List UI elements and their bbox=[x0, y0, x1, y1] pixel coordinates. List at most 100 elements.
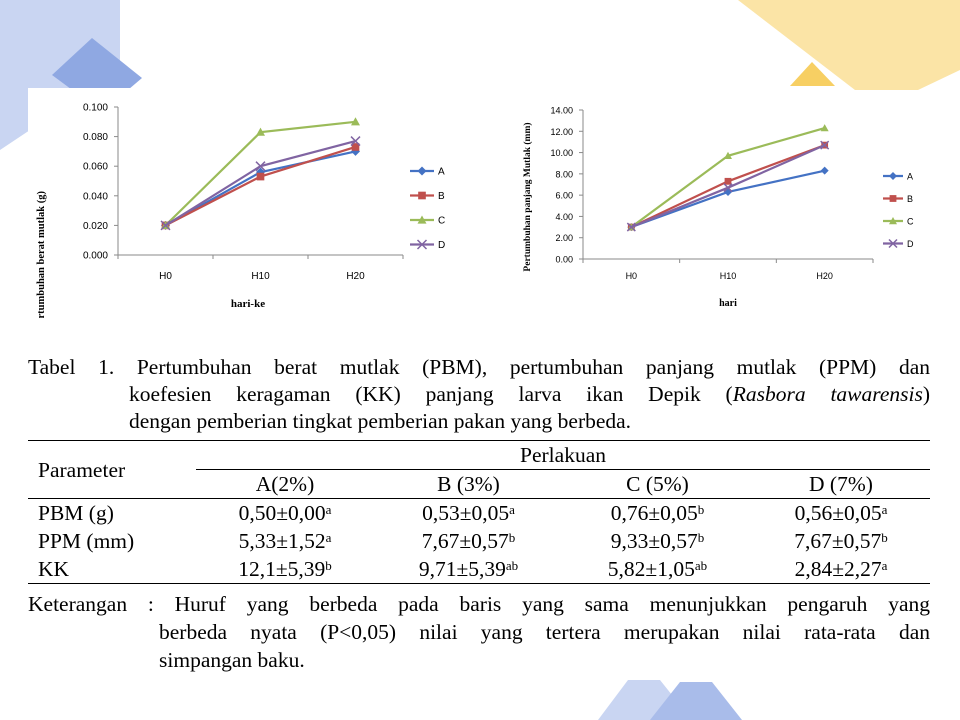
data-point bbox=[160, 220, 171, 231]
x-axis-label: hari-ke bbox=[231, 298, 265, 310]
data-point bbox=[417, 215, 427, 224]
series-line-d bbox=[164, 139, 356, 227]
results-table: Parameter Perlakuan A(2%) B (3%) C (5%) … bbox=[28, 440, 930, 584]
legend-label: C bbox=[907, 217, 914, 227]
chart-ppm: 0.00 2.00 4.00 6.00 8.00 10.00 12.00 14.00 H0 H1… bbox=[518, 92, 938, 314]
data-point bbox=[820, 140, 830, 150]
cell-value: 2,84±2,27 bbox=[794, 557, 882, 581]
legend-label: B bbox=[907, 194, 913, 204]
data-point bbox=[350, 136, 361, 147]
y-tick-label: 2.00 bbox=[555, 233, 573, 243]
data-point bbox=[889, 195, 897, 202]
data-point bbox=[889, 217, 897, 225]
table-cell: 0,56±0,05a bbox=[752, 499, 930, 528]
row-param: PBM (g) bbox=[38, 501, 114, 525]
y-tick-label: 0.020 bbox=[83, 221, 108, 232]
y-tick-label: 8.00 bbox=[555, 169, 573, 179]
y-tick-label: 0.060 bbox=[83, 162, 108, 173]
cell-value: 12,1±5,39 bbox=[238, 557, 326, 581]
cell-superscript: b bbox=[508, 530, 516, 545]
y-tick-label: 4.00 bbox=[555, 212, 573, 222]
table-cell: 2,84±2,27a bbox=[752, 555, 930, 584]
col-header-d: D (7%) bbox=[809, 472, 873, 496]
row-param: PPM (mm) bbox=[38, 529, 135, 553]
table-cell: 9,71±5,39ab bbox=[374, 555, 563, 584]
data-point bbox=[889, 172, 897, 180]
cell-value: 5,82±1,05 bbox=[607, 557, 695, 581]
y-tick-label: 14.00 bbox=[550, 106, 573, 116]
legend-label: D bbox=[438, 240, 445, 251]
x-tick-label: H0 bbox=[159, 271, 172, 282]
y-ticks: 0.000 0.020 0.040 0.060 0.080 0.100 bbox=[83, 103, 119, 262]
data-point bbox=[255, 161, 266, 172]
y-axis-label: pertumbuhan berat mutlak (g) bbox=[36, 191, 47, 318]
data-point bbox=[417, 166, 427, 176]
group-header: Perlakuan bbox=[196, 440, 930, 470]
cell-superscript: a bbox=[325, 502, 332, 517]
data-point bbox=[351, 143, 360, 151]
table-cell: 7,67±0,57b bbox=[752, 527, 930, 555]
species-name: Rasbora tawarensis bbox=[732, 382, 923, 406]
deco-shape-topright-yellow-dark bbox=[790, 62, 835, 86]
cell-value: 9,71±5,39 bbox=[418, 557, 506, 581]
data-point bbox=[256, 127, 265, 136]
table-cell: 0,53±0,05a bbox=[374, 499, 563, 528]
caption-line-3: dengan pemberian tingkat pemberian pakan… bbox=[129, 409, 632, 433]
data-point bbox=[820, 124, 829, 132]
table-row: PBM (g) 0,50±0,00a 0,53±0,05a 0,76±0,05b 0,5… bbox=[28, 499, 930, 528]
table-cell: 0,76±0,05b bbox=[563, 499, 752, 528]
cell-superscript: b bbox=[697, 502, 705, 517]
caption-line-1: Tabel 1. Pertumbuhan berat mutlak (PBM),… bbox=[28, 355, 930, 379]
y-tick-label: 0.040 bbox=[83, 191, 108, 202]
cell-value: 0,76±0,05 bbox=[610, 501, 698, 525]
table-note: Keterangan : Huruf yang berbeda pada bar… bbox=[28, 590, 930, 674]
cell-superscript: b bbox=[325, 558, 332, 573]
cell-superscript: a bbox=[881, 558, 888, 573]
legend: A B C D bbox=[883, 172, 914, 249]
cell-superscript: b bbox=[697, 530, 705, 545]
series-lines bbox=[626, 124, 830, 232]
cell-value: 7,67±0,57 bbox=[794, 529, 882, 553]
y-tick-label: 12.00 bbox=[550, 127, 573, 137]
y-tick-label: 0.100 bbox=[83, 103, 108, 114]
legend-label: D bbox=[907, 239, 914, 249]
cell-superscript: a bbox=[325, 530, 332, 545]
y-tick-label: 0.000 bbox=[83, 251, 108, 262]
x-ticks: H0 H10 H20 bbox=[582, 258, 874, 281]
table-cell: 5,33±1,52a bbox=[196, 527, 374, 555]
cell-value: 9,33±0,57 bbox=[610, 529, 698, 553]
data-point bbox=[351, 117, 360, 126]
y-ticks: 0.00 2.00 4.00 6.00 8.00 10.00 12.00 14.00 bbox=[550, 106, 584, 265]
x-tick-label: H10 bbox=[251, 271, 270, 282]
table-cell: 9,33±0,57b bbox=[563, 527, 752, 555]
y-tick-label: 0.00 bbox=[555, 255, 573, 265]
note-line-3: simpangan baku. bbox=[159, 648, 305, 672]
cell-value: 0,53±0,05 bbox=[422, 501, 510, 525]
data-point bbox=[351, 146, 360, 156]
cell-value: 0,50±0,00 bbox=[238, 501, 326, 525]
table-caption: Tabel 1. Pertumbuhan berat mutlak (PBM),… bbox=[28, 354, 930, 435]
note-line-2: berbeda nyata (P<0,05) nilai yang terter… bbox=[159, 620, 930, 644]
data-point bbox=[723, 183, 733, 193]
data-point bbox=[724, 177, 732, 185]
cell-superscript: a bbox=[509, 502, 515, 517]
legend-label: C bbox=[438, 216, 445, 227]
cell-superscript: b bbox=[881, 530, 888, 545]
table-cell: 5,82±1,05ab bbox=[563, 555, 752, 584]
data-point bbox=[256, 172, 265, 181]
table-cell: 0,50±0,00a bbox=[196, 499, 374, 528]
x-tick-label: H0 bbox=[626, 271, 638, 281]
cell-value: 5,33±1,52 bbox=[238, 529, 326, 553]
table-cell: 7,67±0,57b bbox=[374, 527, 563, 555]
y-tick-label: 10.00 bbox=[550, 148, 573, 158]
y-tick-label: 6.00 bbox=[555, 191, 573, 201]
data-point bbox=[724, 151, 732, 159]
data-point bbox=[888, 238, 898, 249]
cell-superscript: ab bbox=[505, 558, 519, 573]
x-tick-label: H20 bbox=[816, 271, 833, 281]
cell-superscript: a bbox=[881, 502, 888, 517]
series-lines bbox=[160, 117, 361, 231]
y-tick-label: 0.080 bbox=[83, 132, 108, 143]
note-line-1: Keterangan : Huruf yang berbeda pada bar… bbox=[28, 592, 930, 616]
